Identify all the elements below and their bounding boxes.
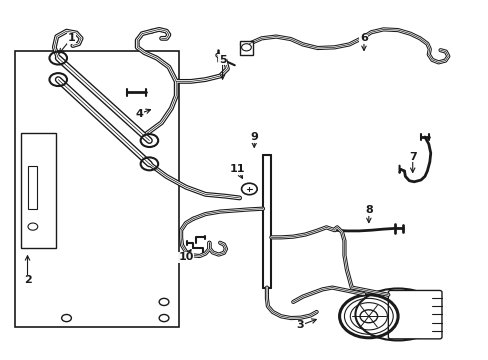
Text: 1: 1 bbox=[67, 33, 75, 43]
Text: 8: 8 bbox=[364, 206, 372, 216]
Bar bbox=[15, 51, 178, 327]
Bar bbox=[28, 166, 37, 209]
Text: 11: 11 bbox=[229, 164, 244, 174]
Bar bbox=[239, 41, 253, 55]
Text: 5: 5 bbox=[218, 55, 226, 65]
FancyBboxPatch shape bbox=[387, 291, 441, 339]
Text: 6: 6 bbox=[359, 33, 367, 43]
Text: 10: 10 bbox=[178, 252, 193, 262]
Text: 3: 3 bbox=[296, 320, 304, 330]
Bar bbox=[21, 134, 56, 248]
Text: 7: 7 bbox=[408, 152, 416, 162]
Text: 2: 2 bbox=[23, 275, 31, 285]
Ellipse shape bbox=[355, 288, 440, 341]
Text: 4: 4 bbox=[136, 109, 143, 119]
Text: 9: 9 bbox=[250, 132, 258, 142]
